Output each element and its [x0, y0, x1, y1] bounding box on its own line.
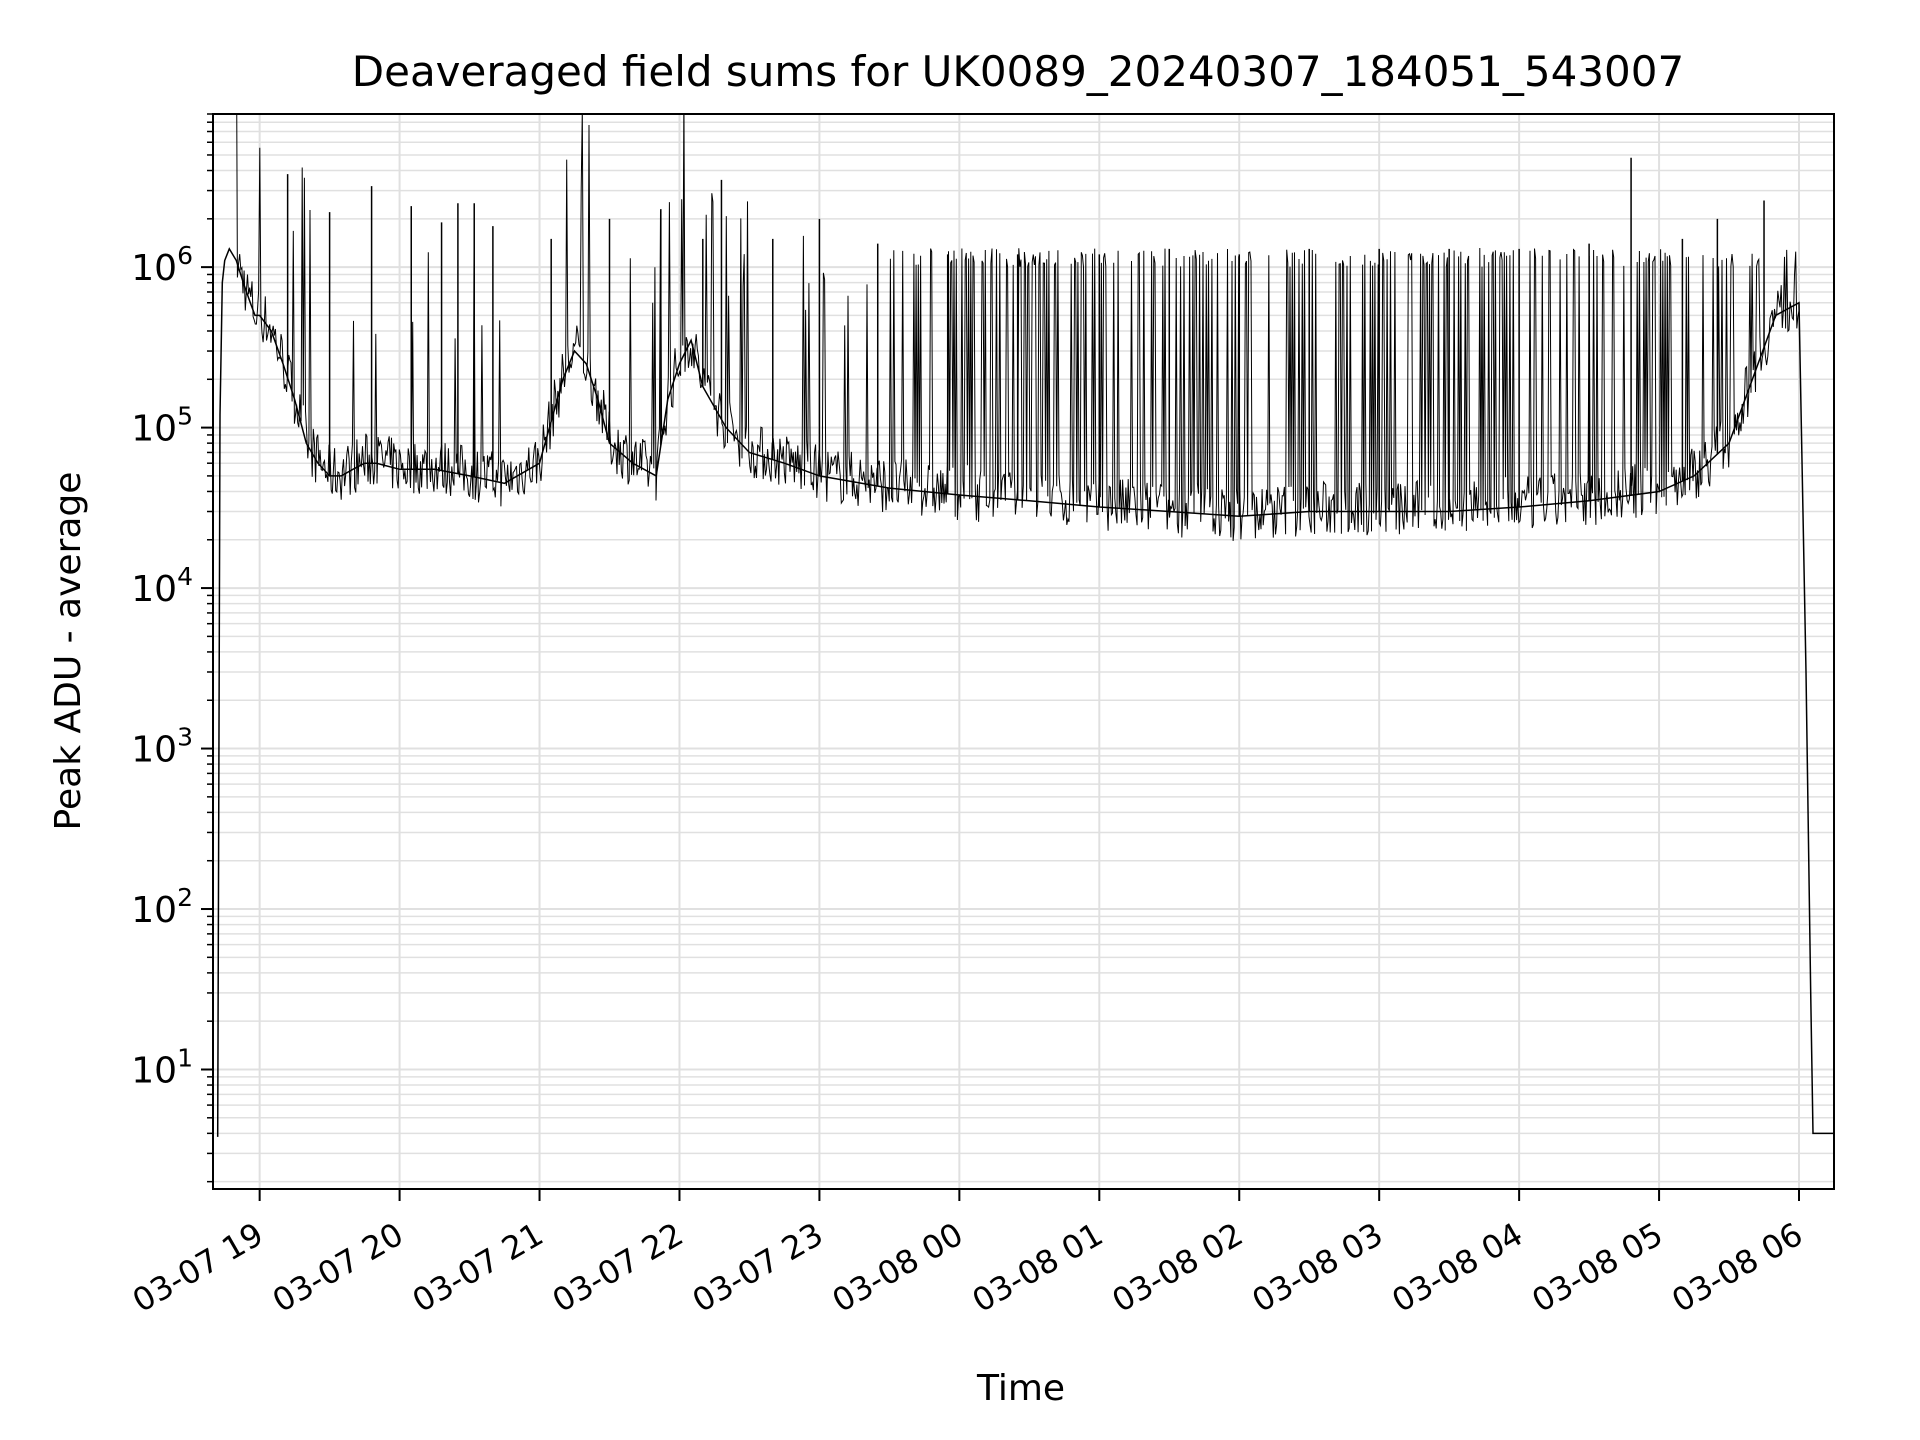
- y-tick-label: 106: [131, 241, 193, 289]
- series-line: [216, 247, 1834, 1137]
- data-series: [216, 114, 1834, 1137]
- y-tick-label: 103: [131, 723, 193, 771]
- x-axis-label: Time: [976, 1368, 1065, 1409]
- y-tick-label: 102: [131, 883, 193, 931]
- y-tick-label: 104: [131, 562, 193, 610]
- chart-title: Deaveraged field sums for UK0089_2024030…: [352, 47, 1684, 96]
- y-axis-label: Peak ADU - average: [48, 472, 89, 831]
- y-tick-label: 101: [131, 1043, 193, 1091]
- y-tick-label: 105: [131, 402, 193, 450]
- y-axis-ticks: 101 102 103 104 105 106: [131, 113, 213, 1183]
